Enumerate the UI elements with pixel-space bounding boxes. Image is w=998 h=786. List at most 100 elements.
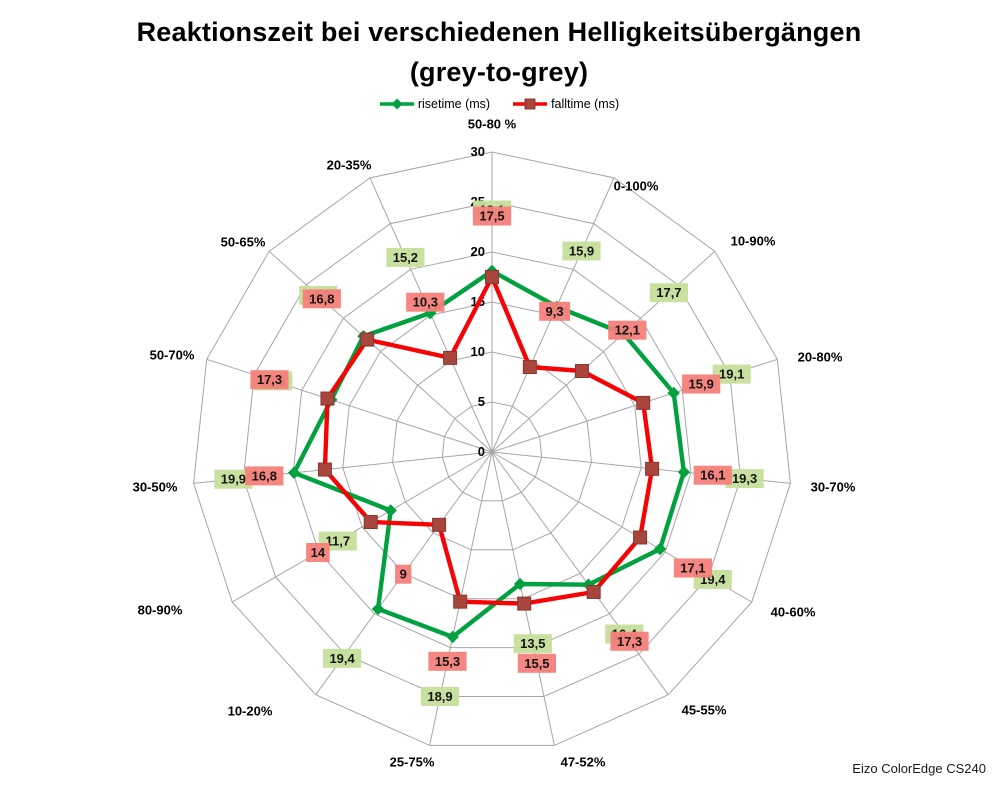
- risetime-data-label-bg: [649, 283, 688, 303]
- falltime-marker: [443, 350, 458, 365]
- legend-item-falltime: falltime (ms): [512, 97, 619, 111]
- falltime-marker: [633, 530, 648, 545]
- axis-spoke: [206, 358, 493, 453]
- falltime-data-label: 15,9: [689, 377, 714, 392]
- falltime-polygon: [322, 274, 655, 606]
- falltime-data-label-bg: [608, 320, 647, 340]
- falltime-data-label-bg: [395, 564, 412, 584]
- risetime-data-label-bg: [725, 469, 764, 489]
- falltime-data-label: 14: [311, 545, 326, 560]
- risetime-data-label: 19,9: [221, 472, 246, 487]
- falltime-data-label: 17,5: [479, 209, 504, 224]
- category-label: 0-100%: [614, 179, 659, 194]
- falltime-data-label: 12,1: [615, 323, 640, 338]
- falltime-data-label-bg: [302, 289, 341, 309]
- falltime-marker: [320, 391, 335, 406]
- risetime-data-label-bg: [323, 648, 362, 668]
- risetime-marker: [582, 578, 595, 591]
- risetime-marker: [653, 542, 667, 556]
- falltime-marker: [586, 584, 601, 599]
- axis-spoke: [268, 250, 493, 453]
- falltime-marker: [360, 332, 375, 347]
- page-title: Reaktionszeit bei verschiedenen Helligke…: [136, 17, 862, 47]
- risetime-data-label: 18,9: [427, 689, 452, 704]
- falltime-data-label: 17,1: [680, 561, 705, 576]
- falltime-data-label-bg: [673, 558, 712, 578]
- axis-tick-label: 0: [478, 444, 485, 459]
- category-label: 30-50%: [133, 480, 178, 495]
- falltime-data-label: 17,3: [617, 634, 642, 649]
- falltime-data-label-bg: [610, 631, 649, 651]
- category-label: 20-80%: [798, 350, 843, 365]
- chart-legend: risetime (ms) falltime (ms): [0, 97, 998, 111]
- risetime-data-label: 19,1: [719, 367, 744, 382]
- falltime-marker: [453, 594, 468, 609]
- falltime-data-label: 16,8: [309, 291, 334, 306]
- chart-title-block: Reaktionszeit bei verschiedenen Helligke…: [0, 12, 998, 92]
- page-subtitle: (grey-to-grey): [409, 57, 589, 87]
- falltime-marker: [574, 364, 589, 379]
- falltime-data-label: 15,3: [435, 654, 460, 669]
- falltime-data-label: 9: [400, 567, 407, 582]
- category-label: 25-75%: [390, 755, 435, 770]
- falltime-marker: [636, 395, 651, 410]
- falltime-marker: [485, 270, 499, 284]
- category-label: 50-70%: [150, 348, 195, 363]
- grid-ring: [242, 201, 742, 697]
- falltime-data-label-bg: [682, 374, 721, 394]
- risetime-data-label-bg: [712, 364, 751, 384]
- falltime-data-label: 16,8: [252, 468, 277, 483]
- risetime-data-label-bg: [214, 469, 253, 489]
- risetime-data-label-bg: [386, 247, 425, 267]
- axis-tick-label: 10: [471, 344, 485, 359]
- falltime-swatch-icon: [513, 98, 548, 110]
- falltime-data-label-bg: [693, 465, 732, 485]
- legend-item-risetime: risetime (ms): [379, 97, 490, 111]
- category-label: 40-60%: [771, 605, 816, 620]
- category-label: 50-80 %: [468, 117, 517, 132]
- falltime-marker: [432, 517, 447, 532]
- axis-spoke: [491, 451, 669, 695]
- risetime-data-label: 17,7: [656, 285, 681, 300]
- falltime-data-label-bg: [539, 301, 571, 321]
- legend-label-falltime: falltime (ms): [551, 97, 620, 111]
- falltime-marker: [517, 596, 532, 611]
- falltime-data-label-bg: [517, 653, 556, 673]
- falltime-data-label: 10,3: [413, 295, 438, 310]
- risetime-data-label-bg: [513, 634, 552, 654]
- falltime-data-label: 16,1: [700, 468, 725, 483]
- category-label: 20-35%: [327, 158, 372, 173]
- grid-ring: [193, 151, 791, 746]
- falltime-data-label: 9,3: [546, 304, 564, 319]
- risetime-data-label: 13,5: [520, 636, 545, 651]
- grid-ring: [441, 401, 543, 502]
- risetime-marker: [384, 504, 397, 517]
- category-label: 10-90%: [731, 234, 776, 249]
- falltime-data-label-bg: [428, 651, 467, 671]
- risetime-marker: [513, 577, 527, 591]
- risetime-data-label-bg: [562, 241, 601, 261]
- falltime-data-label: 17,3: [257, 372, 282, 387]
- risetime-marker: [677, 465, 691, 479]
- grid-ring: [342, 301, 642, 600]
- falltime-data-label-bg: [245, 466, 284, 486]
- falltime-data-label-bg: [250, 370, 289, 390]
- grid-ring: [391, 351, 593, 551]
- axis-spoke: [231, 451, 493, 603]
- axis-tick-label: 5: [478, 394, 485, 409]
- falltime-data-label: 15,5: [524, 656, 549, 671]
- grid-ring: [292, 251, 692, 649]
- falltime-marker: [645, 461, 660, 476]
- category-label: 45-55%: [682, 703, 727, 718]
- risetime-marker: [446, 630, 459, 644]
- falltime-data-label-bg: [306, 543, 330, 562]
- footer-label: Eizo ColorEdge CS240: [852, 761, 986, 776]
- category-label: 80-90%: [138, 603, 183, 618]
- category-label: 10-20%: [228, 704, 273, 719]
- falltime-data-label-bg: [472, 206, 512, 226]
- axis-tick-label: 20: [471, 244, 485, 259]
- legend-label-risetime: risetime (ms): [417, 97, 491, 111]
- risetime-data-label: 11,7: [326, 534, 351, 549]
